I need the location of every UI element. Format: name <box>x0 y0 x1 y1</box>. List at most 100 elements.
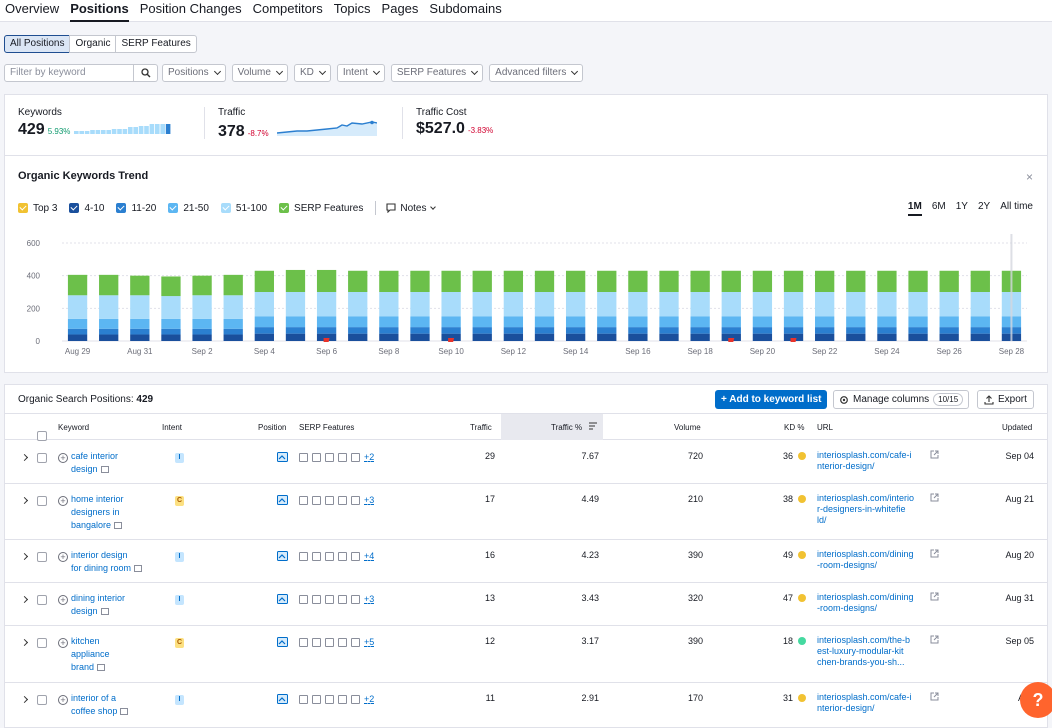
period-1y[interactable]: 1Y <box>955 201 968 212</box>
expand-row-icon[interactable] <box>20 496 29 505</box>
export-button[interactable]: Export <box>977 390 1034 409</box>
url-link[interactable]: interiosplash.com/dining -room-designs/ <box>817 549 937 571</box>
position-icon[interactable] <box>277 551 288 563</box>
col-traffic-pct[interactable]: Traffic % <box>551 423 583 432</box>
row-checkbox[interactable] <box>37 496 47 506</box>
expand-row-icon[interactable] <box>20 595 29 604</box>
position-icon[interactable] <box>277 594 288 606</box>
segment-all-positions[interactable]: All Positions <box>4 35 71 53</box>
table-row[interactable]: + kitchen appliance brand C +5 12 3.17 390 18 inte… <box>5 626 1047 683</box>
filter-advanced-filters[interactable]: Advanced filters <box>489 64 584 82</box>
add-keyword-icon[interactable]: + <box>58 552 68 562</box>
serp-snapshot-icon[interactable] <box>120 708 129 715</box>
col-traffic[interactable]: Traffic <box>470 423 492 432</box>
filter-intent[interactable]: Intent <box>336 64 385 82</box>
external-link-icon[interactable] <box>930 592 939 603</box>
external-link-icon[interactable] <box>930 493 939 504</box>
col-url[interactable]: URL <box>817 423 834 432</box>
more-serp-features-link[interactable]: +2 <box>364 452 375 462</box>
keyword-link[interactable]: cafe interior design <box>71 450 151 476</box>
table-row[interactable]: + cafe interior design I +2 29 7.67 720 36 interi… <box>5 441 1047 484</box>
position-icon[interactable] <box>277 452 288 464</box>
tab-subdomains[interactable]: Subdomains <box>429 1 502 16</box>
notes-dropdown[interactable]: Notes <box>386 203 437 214</box>
position-icon[interactable] <box>277 495 288 507</box>
tab-pages[interactable]: Pages <box>381 1 419 16</box>
keyword-link[interactable]: interior of a coffee shop <box>71 692 151 718</box>
more-serp-features-link[interactable]: +4 <box>364 551 375 561</box>
col-position[interactable]: Position <box>258 423 287 432</box>
url-link[interactable]: interiosplash.com/cafe-i nterior-design/ <box>817 692 937 714</box>
keyword-link[interactable]: kitchen appliance brand <box>71 635 151 674</box>
legend-item-11-20[interactable]: 11-20 <box>116 203 156 214</box>
serp-snapshot-icon[interactable] <box>97 664 106 671</box>
filter-kd[interactable]: KD <box>293 64 331 82</box>
tab-topics[interactable]: Topics <box>333 1 371 16</box>
legend-checkbox[interactable] <box>116 203 127 213</box>
row-checkbox[interactable] <box>37 595 47 605</box>
col-updated[interactable]: Updated <box>1002 423 1033 432</box>
keywords-metric[interactable]: Keywords 429 5.93% <box>18 107 174 139</box>
period-all-time[interactable]: All time <box>1000 201 1033 212</box>
legend-checkbox[interactable] <box>69 203 80 213</box>
url-link[interactable]: interiosplash.com/dining -room-designs/ <box>817 592 937 614</box>
legend-item-4-10[interactable]: 4-10 <box>69 203 104 214</box>
external-link-icon[interactable] <box>930 450 939 461</box>
col-keyword[interactable]: Keyword <box>58 423 90 432</box>
legend-item-top-3[interactable]: Top 3 <box>18 203 57 214</box>
external-link-icon[interactable] <box>930 635 939 646</box>
legend-checkbox[interactable] <box>220 203 231 213</box>
segment-organic[interactable]: Organic <box>69 35 117 53</box>
select-all-checkbox[interactable] <box>37 431 47 441</box>
row-checkbox[interactable] <box>37 453 47 463</box>
table-row[interactable]: + home interior designers in bangalore C +3 17… <box>5 484 1047 540</box>
keyword-link[interactable]: dining interior design <box>71 592 151 618</box>
tab-competitors[interactable]: Competitors <box>252 1 323 16</box>
traffic-cost-metric[interactable]: Traffic Cost $527.0 -3.83% <box>416 107 493 138</box>
expand-row-icon[interactable] <box>20 695 29 704</box>
serp-snapshot-icon[interactable] <box>100 466 109 473</box>
legend-item-serp-features[interactable]: SERP Features <box>279 203 363 214</box>
col-volume[interactable]: Volume <box>674 423 701 432</box>
external-link-icon[interactable] <box>930 692 939 703</box>
url-link[interactable]: interiosplash.com/interio r-designers-in-… <box>817 493 937 526</box>
add-keyword-icon[interactable]: + <box>58 695 68 705</box>
add-keyword-icon[interactable]: + <box>58 595 68 605</box>
period-2y[interactable]: 2Y <box>977 201 991 212</box>
col-intent[interactable]: Intent <box>162 423 183 432</box>
tab-overview[interactable]: Overview <box>5 1 60 16</box>
help-button[interactable]: ? <box>1020 682 1052 718</box>
more-serp-features-link[interactable]: +3 <box>364 594 375 604</box>
url-link[interactable]: interiosplash.com/the-b est-luxury-modula… <box>817 635 937 668</box>
legend-checkbox[interactable] <box>168 203 179 213</box>
traffic-metric[interactable]: Traffic 378 -8.7% <box>218 107 377 141</box>
search-button[interactable] <box>134 64 158 82</box>
add-to-keyword-list-button[interactable]: + Add to keyword list <box>715 390 828 409</box>
serp-snapshot-icon[interactable] <box>100 608 109 615</box>
row-checkbox[interactable] <box>37 552 47 562</box>
add-keyword-icon[interactable]: + <box>58 453 68 463</box>
table-row[interactable]: + interior design for dining room I +4 16 4.23… <box>5 540 1047 583</box>
legend-item-51-100[interactable]: 51-100 <box>220 203 267 214</box>
table-row[interactable]: + interior of a coffee shop I +2 11 2.91 170 31 i… <box>5 683 1047 728</box>
external-link-icon[interactable] <box>930 549 939 560</box>
tab-position-changes[interactable]: Position Changes <box>139 1 242 16</box>
add-keyword-icon[interactable]: + <box>58 638 68 648</box>
add-keyword-icon[interactable]: + <box>58 496 68 506</box>
keyword-link[interactable]: interior design for dining room <box>71 549 151 575</box>
row-checkbox[interactable] <box>37 695 47 705</box>
expand-row-icon[interactable] <box>20 638 29 647</box>
period-6m[interactable]: 6M <box>931 201 946 212</box>
col-serp-features[interactable]: SERP Features <box>299 423 355 432</box>
more-serp-features-link[interactable]: +3 <box>364 495 375 505</box>
table-row[interactable]: + dining interior design I +3 13 3.43 320 47 inte… <box>5 583 1047 626</box>
tab-positions[interactable]: Positions <box>70 0 129 22</box>
expand-row-icon[interactable] <box>20 552 29 561</box>
more-serp-features-link[interactable]: +5 <box>364 637 375 647</box>
close-icon[interactable]: × <box>1025 170 1033 184</box>
filter-serp-features[interactable]: SERP Features <box>390 64 484 82</box>
keyword-filter-input[interactable]: Filter by keyword <box>4 64 134 82</box>
row-checkbox[interactable] <box>37 638 47 648</box>
segment-serp-features[interactable]: SERP Features <box>115 35 197 53</box>
serp-snapshot-icon[interactable] <box>114 522 123 529</box>
